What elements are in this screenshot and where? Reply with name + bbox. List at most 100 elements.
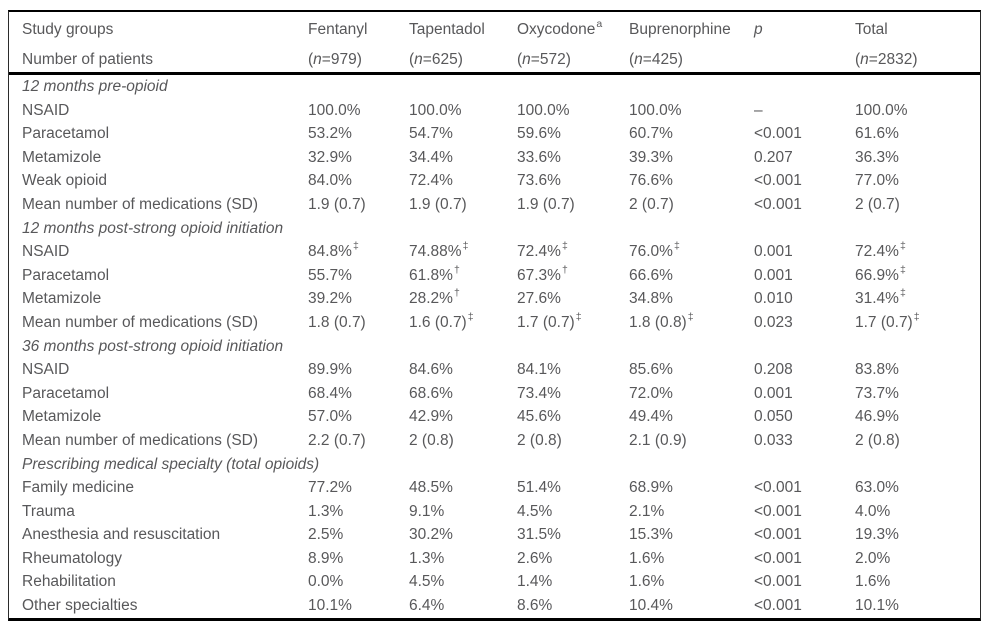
value-cell: 76.6% xyxy=(629,172,673,190)
table-row: Metamizole 57.0% 42.9% 45.6% 49.4% 0.050 46.9% xyxy=(9,405,980,429)
footnote-marker: ‡ xyxy=(913,310,920,323)
header-col-tapentadol: Tapentadol (n=625) xyxy=(409,12,517,75)
value-cell: 9.1% xyxy=(409,502,445,520)
value-cell: 8.9% xyxy=(308,549,344,567)
row-label: Mean number of medications (SD) xyxy=(22,195,259,213)
table-row: Mean number of medications (SD) 1.9 (0.7)… xyxy=(9,193,980,217)
footnote-marker: ‡ xyxy=(561,240,568,252)
value-cell: 83.8% xyxy=(855,361,899,379)
header-col-n: (n=425) xyxy=(629,51,683,68)
footnote-marker: ‡ xyxy=(673,240,680,252)
value-cell: <0.001 xyxy=(754,573,802,591)
value-cell: 100.0% xyxy=(409,101,462,119)
table-row: Trauma 1.3% 9.1% 4.5% 2.1% <0.001 4.0% xyxy=(9,500,980,524)
value-cell: 0.208 xyxy=(754,361,793,379)
value-cell: 15.3% xyxy=(629,526,673,544)
table-header-row: Study groups Number of patients Fentanyl… xyxy=(9,12,980,75)
value-cell: 74.88%‡ xyxy=(409,240,469,261)
row-label: Trauma xyxy=(22,502,75,520)
footnote-marker: ‡ xyxy=(899,240,906,252)
row-label: NSAID xyxy=(22,361,70,379)
footnote-marker: ‡ xyxy=(462,240,469,252)
value-cell: 48.5% xyxy=(409,479,453,497)
table-row: Family medicine 77.2% 48.5% 51.4% 68.9% <0.00… xyxy=(9,476,980,500)
header-col-fentanyl: Fentanyl (n=979) xyxy=(308,12,409,75)
value-cell: 39.2% xyxy=(308,290,352,308)
value-cell: 4.0% xyxy=(855,502,891,520)
value-cell: 0.207 xyxy=(754,148,793,166)
section-label: 12 months pre-opioid xyxy=(22,78,168,95)
value-cell: 36.3% xyxy=(855,148,899,166)
value-cell: 1.9 (0.7) xyxy=(308,195,366,213)
value-cell: 42.9% xyxy=(409,408,453,426)
header-col-label: p xyxy=(754,12,855,48)
value-cell: 77.0% xyxy=(855,172,899,190)
value-cell: 10.1% xyxy=(855,597,899,615)
value-cell: 34.8% xyxy=(629,290,673,308)
value-cell: 100.0% xyxy=(308,101,361,119)
value-cell: 1.6% xyxy=(629,573,665,591)
value-cell: 55.7% xyxy=(308,266,352,284)
study-groups-table: Study groups Number of patients Fentanyl… xyxy=(9,12,980,618)
value-cell: 2 (0.8) xyxy=(517,431,562,449)
row-label: Family medicine xyxy=(22,479,134,497)
header-col-n: (n=625) xyxy=(409,51,463,68)
section-row: 12 months post-strong opioid initiation xyxy=(9,217,980,241)
value-cell: 51.4% xyxy=(517,479,561,497)
section-label: 12 months post-strong opioid initiation xyxy=(22,219,284,237)
value-cell: – xyxy=(754,101,763,119)
value-cell: 1.7 (0.7)‡ xyxy=(517,310,582,331)
section-row: 36 months post-strong opioid initiation xyxy=(9,335,980,359)
value-cell: 0.050 xyxy=(754,408,793,426)
row-label: NSAID xyxy=(22,243,70,261)
header-col-p: p xyxy=(754,12,855,75)
table-row: Metamizole 39.2% 28.2%† 27.6% 34.8% 0.010 31.4… xyxy=(9,287,980,311)
value-cell: 63.0% xyxy=(855,479,899,497)
header-study-groups-label: Study groups xyxy=(22,21,114,38)
value-cell: 68.4% xyxy=(308,384,352,402)
n-symbol: n xyxy=(313,51,322,68)
table-row: Mean number of medications (SD) 1.8 (0.7)… xyxy=(9,311,980,335)
value-cell: 72.4%‡ xyxy=(517,240,568,261)
footnote-marker: ‡ xyxy=(899,287,906,300)
value-cell: <0.001 xyxy=(754,549,802,567)
row-label: Mean number of medications (SD) xyxy=(22,431,259,449)
value-cell: 0.023 xyxy=(754,313,793,331)
table-row: Paracetamol 55.7% 61.8%† 67.3%† 66.6% 0.001 66… xyxy=(9,264,980,288)
row-label: Mean number of medications (SD) xyxy=(22,313,259,331)
row-label: NSAID xyxy=(22,101,70,119)
value-cell: 2.2 (0.7) xyxy=(308,431,366,449)
row-label: Metamizole xyxy=(22,408,102,426)
value-cell: 6.4% xyxy=(409,597,445,615)
value-cell: 32.9% xyxy=(308,148,352,166)
value-cell: 73.7% xyxy=(855,384,899,402)
value-cell: 1.7 (0.7)‡ xyxy=(855,310,920,331)
value-cell: 0.001 xyxy=(754,243,793,261)
value-cell: 31.4%‡ xyxy=(855,287,906,308)
value-cell: 10.1% xyxy=(308,597,352,615)
value-cell: <0.001 xyxy=(754,125,802,143)
footnote-marker: † xyxy=(453,263,460,276)
value-cell: 2 (0.7) xyxy=(855,195,900,213)
table-header: Study groups Number of patients Fentanyl… xyxy=(9,12,980,75)
footnote-marker: † xyxy=(453,287,460,300)
header-study-groups: Study groups Number of patients xyxy=(9,12,308,75)
value-cell: 8.6% xyxy=(517,597,553,615)
value-cell: 30.2% xyxy=(409,526,453,544)
value-cell: 1.9 (0.7) xyxy=(517,195,575,213)
value-cell: 1.6% xyxy=(629,549,665,567)
value-cell: 49.4% xyxy=(629,408,673,426)
header-col-label: Buprenorphine xyxy=(629,21,731,38)
header-col-label: Tapentadol xyxy=(409,21,485,38)
row-label: Paracetamol xyxy=(22,266,110,284)
value-cell: 77.2% xyxy=(308,479,352,497)
value-cell: 89.9% xyxy=(308,361,352,379)
value-cell: 100.0% xyxy=(629,101,682,119)
value-cell: 2.0% xyxy=(855,549,891,567)
value-cell: 1.4% xyxy=(517,573,553,591)
value-cell: 85.6% xyxy=(629,361,673,379)
value-cell: 2.5% xyxy=(308,526,344,544)
value-cell: 66.6% xyxy=(629,266,673,284)
value-cell: 84.0% xyxy=(308,172,352,190)
